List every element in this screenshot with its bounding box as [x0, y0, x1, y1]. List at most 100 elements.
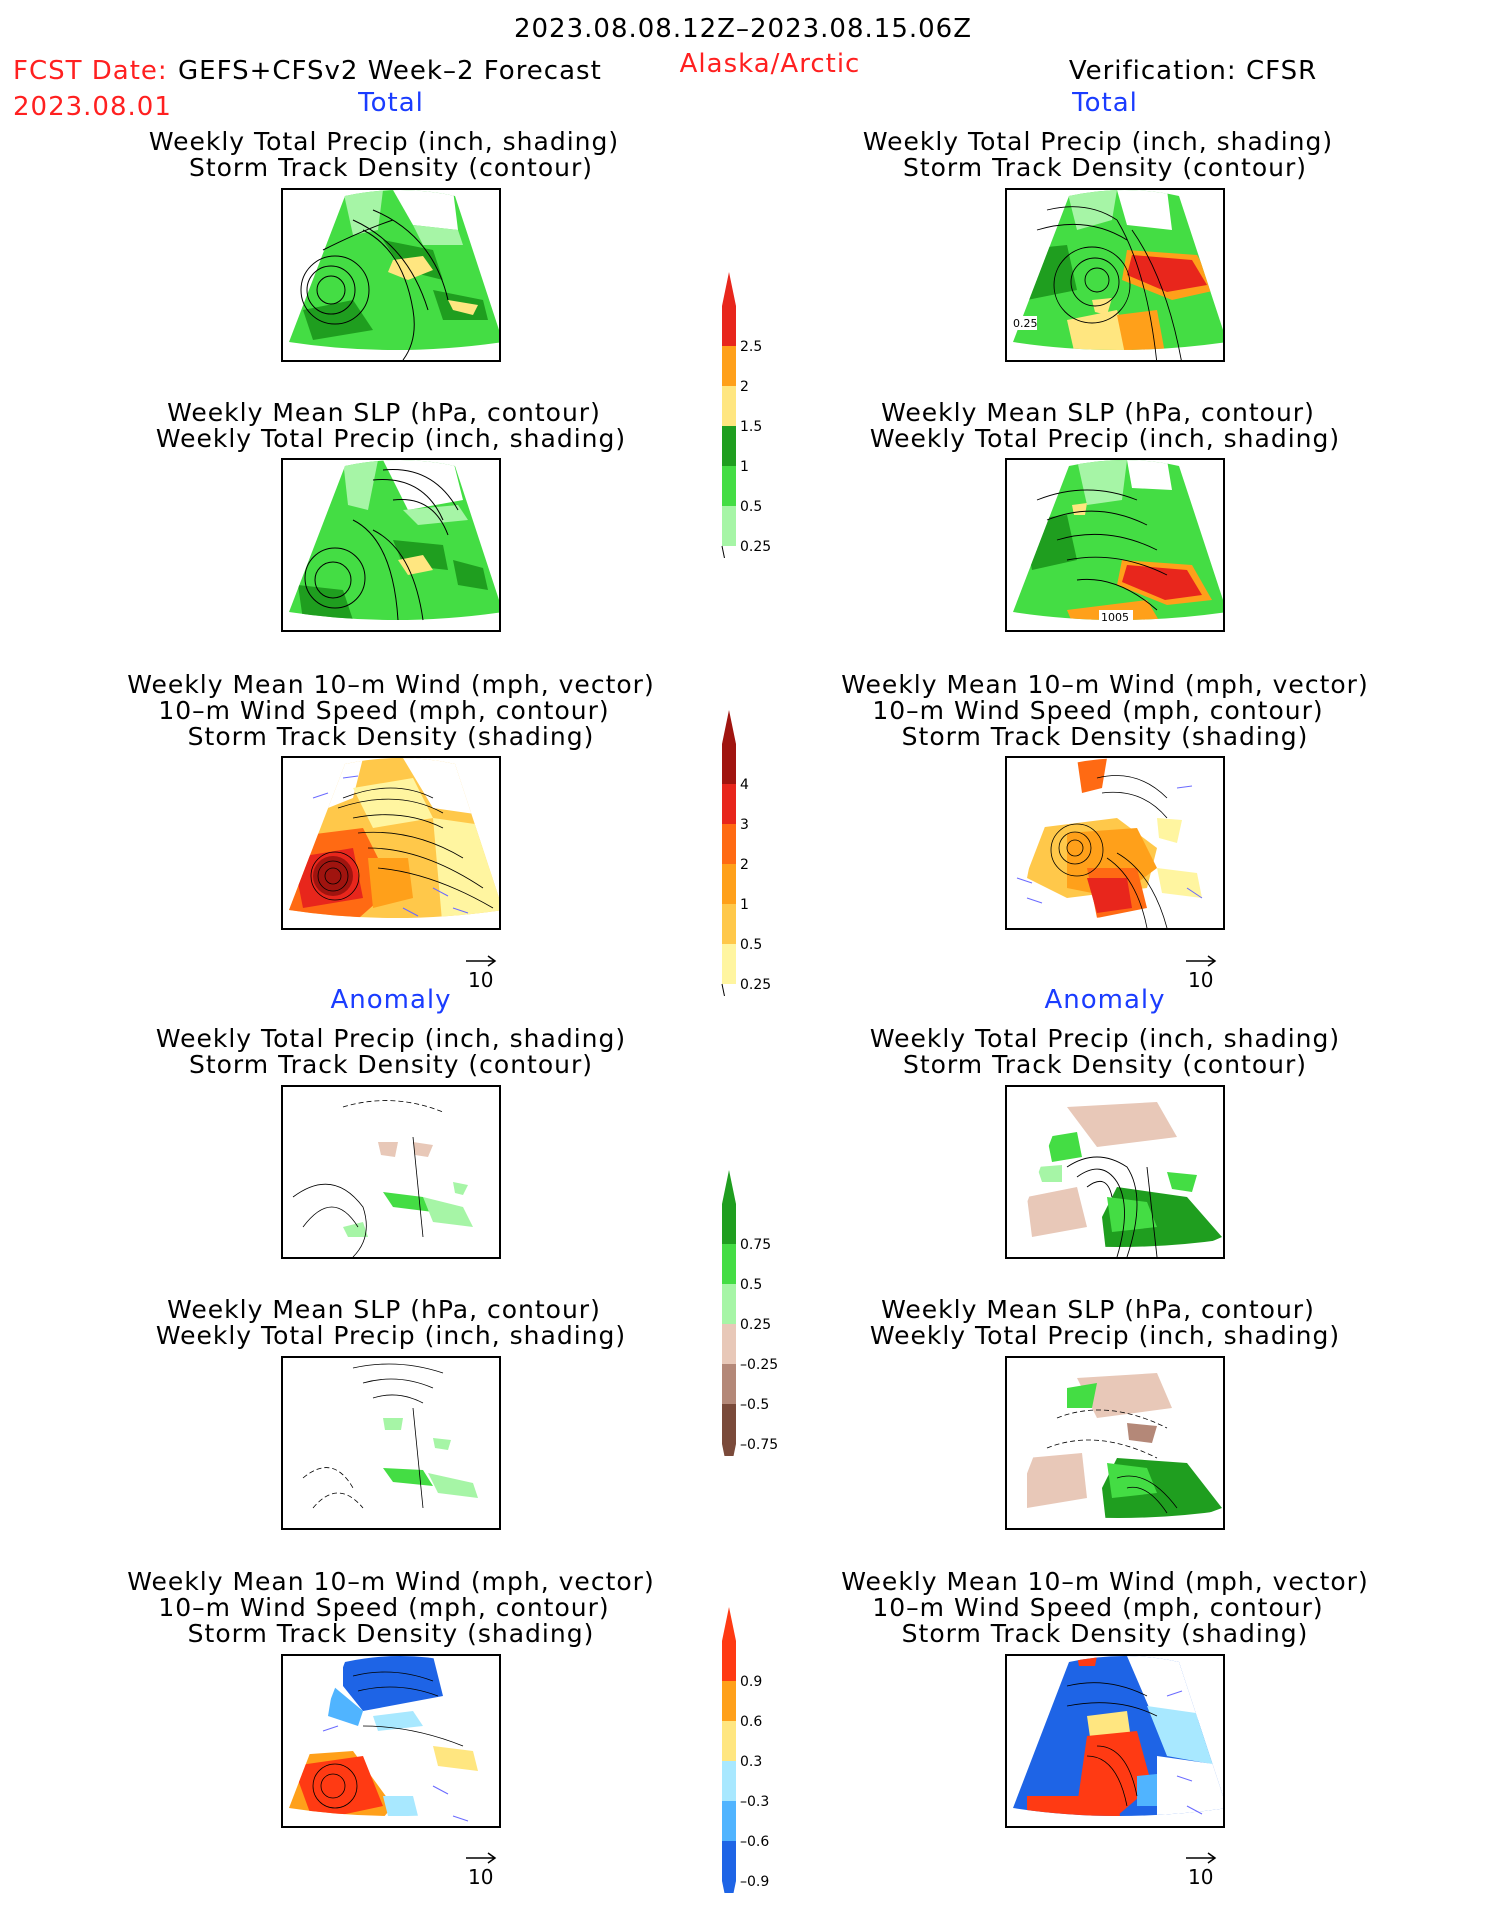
section-anomaly-left: Anomaly	[330, 985, 452, 1015]
map-total-wind-storm-forecast	[281, 756, 501, 930]
colorbar-tick-label: –0.9	[740, 1874, 769, 1890]
colorbar-segment	[722, 1204, 736, 1244]
map-total-wind-storm-verify	[1005, 756, 1225, 930]
map-anom-precip-storm-forecast	[281, 1085, 501, 1259]
caption-l1-line1: Weekly Total Precip (inch, shading)	[148, 127, 620, 156]
colorbar-segment	[722, 1244, 736, 1284]
colorbar-tick-label: 3	[740, 817, 749, 833]
colorbar-tick-label: 1.5	[740, 419, 762, 435]
colorbar-bottom-end	[721, 545, 725, 558]
caption-r1-line2: Storm Track Density (contour)	[902, 153, 1308, 182]
colorbar-tick-label: 1	[740, 897, 749, 913]
colorbar-bottom-end	[722, 1444, 736, 1456]
vector-ref-label: 10	[468, 1865, 494, 1889]
colorbar-tick-label: 0.5	[740, 1277, 762, 1293]
colorbar-tick-label: 0.25	[740, 977, 771, 993]
map-anom-wind-storm-forecast	[281, 1654, 501, 1828]
vector-ref-arrow-icon	[1186, 1852, 1217, 1864]
section-anomaly-right: Anomaly	[1044, 985, 1166, 1015]
map-anom-precip-storm-verify	[1005, 1085, 1225, 1259]
colorbar-segment	[722, 1324, 736, 1364]
vector-ref-label: 10	[1188, 968, 1214, 992]
map-anom-slp-precip-forecast	[281, 1356, 501, 1530]
colorbar-segment	[722, 824, 736, 864]
caption-r3-line2: 10–m Wind Speed (mph, contour)	[872, 696, 1324, 725]
verification-label: Verification: CFSR	[1068, 56, 1318, 86]
colorbar-segment	[722, 1721, 736, 1761]
colorbar-tick-label: –0.25	[740, 1357, 778, 1373]
caption-r5-line1: Weekly Mean SLP (hPa, contour)	[881, 1295, 1315, 1324]
colorbar-total-precip: 2.5 2 1.5 1 0.5 0.25	[721, 272, 771, 558]
valid-period: 2023.08.08.12Z–2023.08.15.06Z	[513, 14, 973, 44]
storm-contour-label: 0.25	[1013, 317, 1038, 330]
vector-ref-arrow-icon	[1186, 955, 1217, 967]
colorbar-bottom-end	[721, 983, 725, 996]
caption-l6-line2: 10–m Wind Speed (mph, contour)	[158, 1593, 610, 1622]
colorbar-tick-label: 0.3	[740, 1754, 762, 1770]
caption-r2-line2: Weekly Total Precip (inch, shading)	[869, 424, 1341, 453]
colorbar-tick-label: 0.6	[740, 1714, 762, 1730]
colorbar-segment	[722, 1681, 736, 1721]
colorbar-segment	[722, 386, 736, 426]
caption-l1-line2: Storm Track Density (contour)	[188, 153, 594, 182]
colorbar-tick-label: 4	[740, 777, 749, 793]
colorbar-anom-storm: 0.9 0.6 0.3 –0.3 –0.6 –0.9	[722, 1607, 769, 1893]
caption-r2-line1: Weekly Mean SLP (hPa, contour)	[881, 398, 1315, 427]
caption-l5-line1: Weekly Mean SLP (hPa, contour)	[167, 1295, 601, 1324]
colorbar-tick-label: 0.5	[740, 937, 762, 953]
colorbar-top-triangle	[722, 272, 736, 306]
colorbar-tick-label: 2	[740, 379, 749, 395]
colorbar-top-triangle	[722, 710, 736, 744]
caption-l4-line2: Storm Track Density (contour)	[188, 1050, 594, 1079]
colorbar-tick-label: 0.25	[740, 539, 771, 555]
colorbar-segment	[722, 784, 736, 824]
section-total-right: Total	[1072, 88, 1138, 118]
colorbar-tick-label: –0.5	[740, 1397, 769, 1413]
colorbar-bottom-end	[722, 1881, 736, 1893]
colorbar-segment	[722, 864, 736, 904]
slp-contour-label: 1005	[1101, 611, 1129, 624]
caption-l3-line3: Storm Track Density (shading)	[187, 722, 595, 751]
region-title: Alaska/Arctic	[679, 49, 861, 79]
colorbar-tick-label: 0.9	[740, 1674, 762, 1690]
colorbar-segment	[722, 744, 736, 784]
caption-r3-line3: Storm Track Density (shading)	[901, 722, 1309, 751]
colorbar-tick-label: 2.5	[740, 339, 762, 355]
caption-l2-line2: Weekly Total Precip (inch, shading)	[155, 424, 627, 453]
caption-l2-line1: Weekly Mean SLP (hPa, contour)	[167, 398, 601, 427]
colorbar-tick-label: 0.25	[740, 1317, 771, 1333]
colorbar-segment	[722, 426, 736, 466]
colorbar-total-storm: 4 3 2 1 0.5 0.25	[721, 710, 771, 996]
vector-ref-arrow-icon	[466, 1852, 497, 1864]
colorbar-segment	[722, 506, 736, 546]
colorbar-segment	[722, 1841, 736, 1881]
colorbar-segment	[722, 1761, 736, 1801]
fcst-model: GEFS+CFSv2 Week–2 Forecast	[178, 56, 602, 86]
vector-ref-label: 10	[1188, 1865, 1214, 1889]
caption-l5-line2: Weekly Total Precip (inch, shading)	[155, 1321, 627, 1350]
colorbar-tick-label: –0.75	[740, 1437, 778, 1453]
caption-l4-line1: Weekly Total Precip (inch, shading)	[155, 1024, 627, 1053]
colorbar-tick-label: –0.3	[740, 1794, 769, 1810]
colorbar-anom-precip: 0.75 0.5 0.25 –0.25 –0.5 –0.75	[722, 1170, 778, 1456]
map-anom-wind-storm-verify	[1005, 1654, 1225, 1828]
colorbar-segment	[722, 306, 736, 346]
vector-ref-label: 10	[468, 968, 494, 992]
colorbar-segment	[722, 1284, 736, 1324]
caption-l6-line1: Weekly Mean 10–m Wind (mph, vector)	[127, 1567, 655, 1596]
vector-ref-arrow-icon	[466, 955, 497, 967]
fcst-date: 2023.08.01	[13, 92, 172, 122]
colorbar-top-triangle	[722, 1607, 736, 1641]
colorbar-tick-label: –0.6	[740, 1834, 769, 1850]
map-total-precip-storm-verify: 0.25	[1005, 188, 1225, 362]
map-anom-slp-precip-verify	[1005, 1356, 1225, 1530]
caption-r1-line1: Weekly Total Precip (inch, shading)	[862, 127, 1334, 156]
colorbar-tick-label: 0.75	[740, 1237, 771, 1253]
map-total-slp-precip-forecast	[281, 458, 501, 632]
colorbar-segment	[722, 466, 736, 506]
caption-r6-line1: Weekly Mean 10–m Wind (mph, vector)	[841, 1567, 1369, 1596]
map-total-precip-storm-forecast	[281, 188, 501, 362]
caption-r4-line2: Storm Track Density (contour)	[902, 1050, 1308, 1079]
colorbar-tick-label: 2	[740, 857, 749, 873]
caption-l6-line3: Storm Track Density (shading)	[187, 1619, 595, 1648]
